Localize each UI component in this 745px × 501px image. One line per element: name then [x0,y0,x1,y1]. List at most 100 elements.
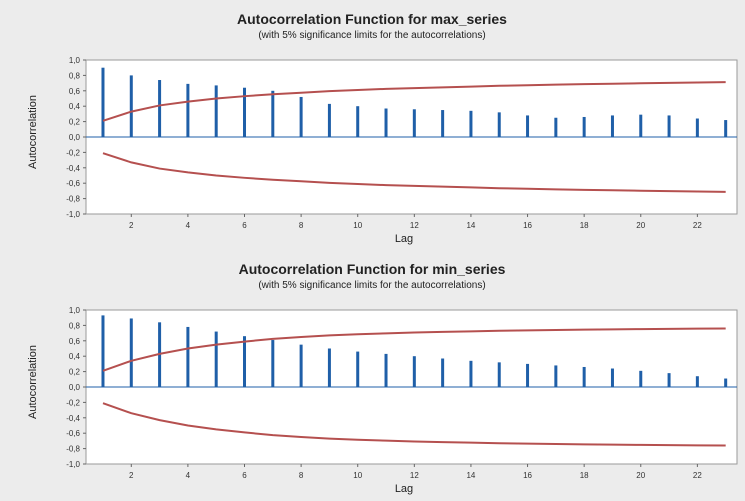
acf-bar-lag-14 [469,110,473,137]
acf-bar-lag-18 [582,116,586,137]
x-tick-label: 12 [410,221,419,230]
acf-bar-lag-22 [695,118,699,137]
y-tick-label: -0,8 [66,195,80,204]
x-tick-label: 22 [693,221,702,230]
y-axis-label: Autocorrelation [27,345,39,419]
acf-bar-lag-16 [526,115,530,137]
acf-bar-lag-3 [158,80,162,137]
y-tick-label: 0,4 [69,352,81,361]
acf-chart-min: Autocorrelation Function for min_series … [6,254,739,498]
y-tick-label: -0,8 [66,445,80,454]
acf-bar-lag-6 [243,336,247,387]
x-tick-label: 16 [523,221,532,230]
y-tick-label: 0,4 [69,102,81,111]
acf-bar-lag-8 [299,96,303,137]
x-tick-label: 2 [129,471,134,480]
acf-bar-lag-17 [554,365,558,387]
acf-bar-lag-6 [243,87,247,137]
x-tick-label: 20 [636,471,645,480]
acf-bar-lag-1 [101,67,105,137]
x-tick-label: 14 [466,221,475,230]
acf-bar-lag-11 [384,353,388,387]
y-tick-label: 0,6 [69,337,81,346]
plot-area: 1,0 0,8 0,6 0,4 0,2 0,0 -0,2 -0,4 -0,6 -0,8 -1,0 2 4… [66,56,738,230]
x-axis-label: Lag [395,483,413,495]
x-tick-label: 18 [580,471,589,480]
acf-bar-lag-11 [384,108,388,137]
x-tick-label: 20 [636,221,645,230]
acf-bar-lag-19 [610,368,614,387]
chart-subtitle: (with 5% significance limits for the aut… [258,280,485,291]
acf-bar-lag-2 [129,318,133,387]
x-tick-label: 16 [523,471,532,480]
y-tick-label: 1,0 [69,56,81,65]
y-tick-label: 0,2 [69,368,81,377]
acf-bar-lag-9 [327,103,331,137]
y-tick-label: 0,0 [69,383,81,392]
upper-significance-limit [102,327,726,372]
x-axis-label: Lag [395,233,413,245]
acf-bar-lag-10 [356,351,360,387]
acf-bar-lag-20 [639,114,643,137]
acf-bar-lag-5 [214,331,218,387]
acf-bar-lag-13 [441,358,445,387]
acf-bar-lag-10 [356,106,360,137]
acf-bar-lag-2 [129,75,133,137]
acf-bar-lag-23 [724,120,728,137]
y-tick-label: 0,8 [69,71,81,80]
acf-bar-lag-9 [327,348,331,387]
acf-bar-lag-17 [554,117,558,137]
acf-bar-lag-4 [186,326,190,387]
acf-bar-lag-5 [214,85,218,137]
acf-bar-lag-18 [582,366,586,387]
x-tick-label: 14 [466,471,475,480]
acf-bar-lag-22 [695,376,699,387]
acf-bar-lag-21 [667,373,671,387]
y-tick-label: -1,0 [66,210,80,219]
x-tick-label: 10 [353,471,362,480]
y-tick-label: 1,0 [69,306,81,315]
acf-bar-lag-7 [271,90,275,137]
x-tick-label: 4 [186,221,191,230]
x-tick-label: 8 [299,471,304,480]
acf-bar-lag-1 [101,315,105,387]
acf-chart-max: Autocorrelation Function for max_series … [6,4,739,248]
x-tick-label: 6 [242,471,247,480]
acf-bar-lag-21 [667,115,671,137]
acf-bar-lag-12 [412,109,416,137]
x-tick-label: 2 [129,221,134,230]
x-tick-label: 6 [242,221,247,230]
y-tick-label: 0,6 [69,87,81,96]
y-tick-label: -0,4 [66,414,80,423]
acf-bar-lag-15 [497,112,501,137]
acf-svg-min: Autocorrelation Function for min_series … [27,261,738,495]
y-tick-label: -0,2 [66,398,80,407]
chart-title: Autocorrelation Function for min_series [239,261,506,277]
y-tick-label: -0,6 [66,429,80,438]
y-tick-label: -0,6 [66,179,80,188]
acf-bar-lag-7 [271,340,275,387]
y-tick-label: 0,2 [69,118,81,127]
acf-bar-lag-8 [299,344,303,387]
x-tick-label: 4 [186,471,191,480]
y-tick-label: -0,2 [66,148,80,157]
lower-significance-limit [102,402,726,447]
acf-svg-max: Autocorrelation Function for max_series … [27,11,738,245]
chart-subtitle: (with 5% significance limits for the aut… [258,30,485,41]
y-tick-label: 0,8 [69,321,81,330]
x-tick-label: 10 [353,221,362,230]
chart-title: Autocorrelation Function for max_series [237,11,507,27]
acf-bar-lag-4 [186,83,190,137]
acf-bar-lag-20 [639,370,643,387]
x-tick-label: 22 [693,471,702,480]
x-tick-label: 12 [410,471,419,480]
x-tick-label: 18 [580,221,589,230]
y-axis-label: Autocorrelation [27,95,39,169]
upper-significance-limit [102,81,726,122]
lower-significance-limit [102,152,726,193]
y-tick-label: -1,0 [66,460,80,469]
acf-bar-lag-16 [526,363,530,387]
plot-area: 1,0 0,8 0,6 0,4 0,2 0,0 -0,2 -0,4 -0,6 -0,8 -1,0 2 4… [66,306,738,480]
acf-bar-lag-19 [610,115,614,137]
acf-bar-lag-14 [469,360,473,387]
